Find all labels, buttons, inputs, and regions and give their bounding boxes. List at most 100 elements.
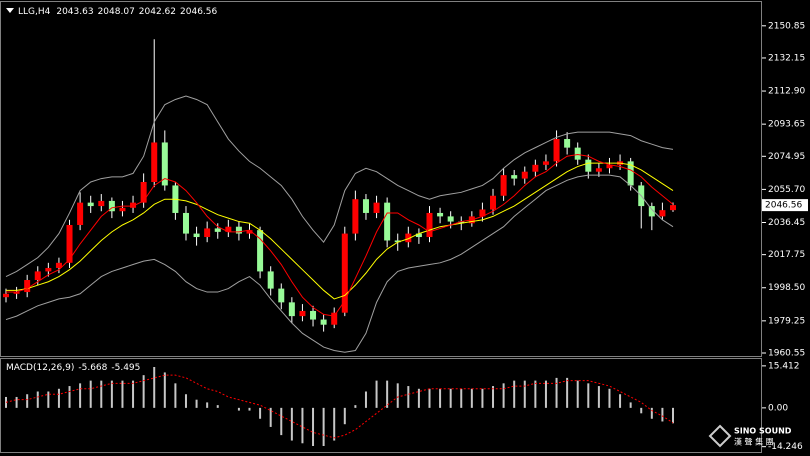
signal-line [5,374,674,439]
candle-body [648,206,655,217]
candle-body [670,205,676,211]
candle-body [246,230,253,234]
candle-body [437,212,444,217]
indicator-line [6,153,674,317]
y-tick-label: 1960.55 [768,348,805,358]
menu-arrow[interactable] [6,8,14,13]
candle-body [193,233,200,238]
candle-body [574,147,581,160]
candle-body [235,226,242,234]
candle-body [490,195,497,210]
high: 2048.07 [98,7,135,17]
candle-body [214,228,221,232]
logo-icon [708,424,732,448]
candle-body [24,280,31,293]
close: 2046.56 [180,7,217,17]
candle-body [564,139,571,148]
candle-body [257,230,264,272]
price-label: 2046.56 [765,201,802,211]
candle-body [341,233,348,313]
candle-body [479,209,486,217]
candle-body [288,302,295,317]
price-panel [0,1,762,357]
candle-body [426,212,433,238]
candle-body [204,228,211,238]
symbol: LLG,H4 [18,7,51,17]
y-tick-label: 2055.70 [768,185,805,195]
candle-body [331,312,338,325]
candle-body [161,142,168,186]
candle-body [511,175,518,179]
candle-body [108,200,115,212]
candle-body [267,271,274,289]
candle-body [405,233,412,243]
candle-body [77,202,84,225]
candle-body [45,267,52,272]
y-tick-label: 0.00 [768,403,788,413]
candle-body [373,202,380,213]
y-tick-label: 2150.85 [768,21,805,31]
macd-header: MACD(12,26,9) -5.668 -5.495 [6,363,140,373]
candle-body [182,212,189,234]
price-box [762,199,808,212]
header: LLG,H4 2043.63 2048.07 2042.62 2046.56 [18,7,218,17]
candle-body [34,271,41,281]
candle-body [13,292,20,294]
open: 2043.63 [56,7,93,17]
logo-subtitle: 漢 聲 集 團 [734,437,774,447]
candle-body [362,199,369,213]
y-tick-label: 2112.90 [768,87,805,97]
indicator-line [5,95,674,278]
y-tick-label: -14.246 [768,442,803,452]
candle-body [87,202,94,207]
candle-body [542,161,549,165]
signal-value: -5.495 [111,363,140,373]
candle-body [394,240,401,243]
candle-body [119,207,126,212]
macd-title: MACD(12,26,9) [6,363,74,373]
macd-value: -5.668 [78,363,107,373]
y-tick-label: 1998.50 [768,283,805,293]
candle-body [151,142,158,183]
candle-body [553,139,560,162]
candle-body [606,164,613,169]
candle-body [521,171,528,179]
candle-body [458,221,465,224]
y-tick-label: 2093.65 [768,120,805,130]
y-tick-label: 15.412 [768,361,800,371]
candle-body [98,200,105,207]
y-tick-label: 2017.75 [768,250,805,260]
candle-body [140,182,147,203]
candle-body [130,202,137,208]
y-tick-label: 2074.95 [768,152,805,162]
candle-body [384,202,391,241]
candle-body [447,216,454,222]
logo-text: SINO SOUND [734,427,792,436]
candle-body [659,210,666,217]
candle-body [627,161,634,186]
candle-body [310,310,317,320]
candle-body [352,199,359,234]
candle-body [500,175,507,196]
candle-body [585,159,592,172]
candle-body [278,288,285,303]
candle-body [320,319,327,325]
y-tick-label: 2132.15 [768,53,805,63]
candle-body [415,233,422,238]
indicator-line [5,174,674,353]
y-tick-label: 2036.45 [768,218,805,228]
macd-panel [0,358,762,453]
candle-body [55,262,62,268]
candle-body [532,164,539,172]
candle-body [595,168,602,172]
candle-body [225,226,232,232]
indicator-line [6,162,674,300]
candle-body [3,293,9,298]
low: 2042.62 [139,7,176,17]
candle-body [66,224,73,263]
candle-body [299,310,306,317]
logo: SINO SOUND 漢 聲 集 團 [708,424,792,448]
y-tick-label: 1979.25 [768,316,805,326]
